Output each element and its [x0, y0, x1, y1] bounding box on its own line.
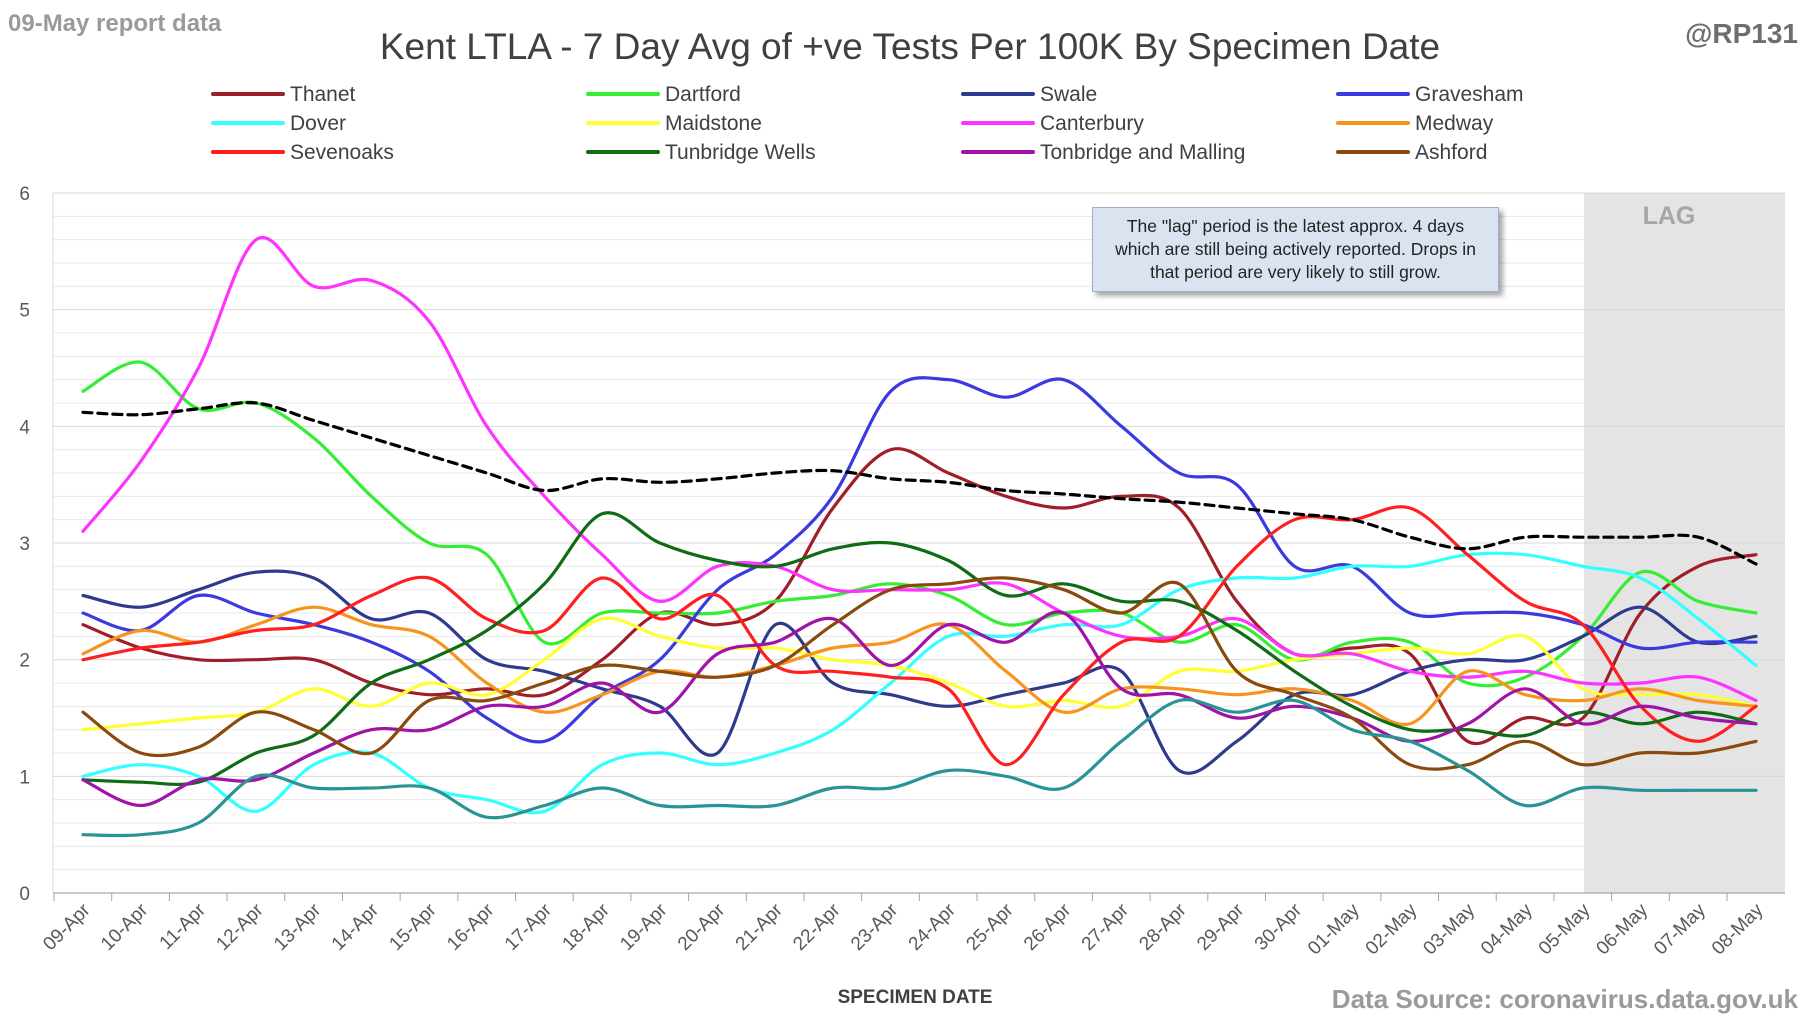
x-tick-label: 29-Apr [1193, 899, 1249, 955]
y-tick-label: 0 [19, 884, 30, 905]
x-tick-label: 18-Apr [559, 899, 615, 955]
x-tick-label: 22-Apr [789, 899, 845, 955]
series-line-unlabeled-12 [81, 698, 1758, 838]
chart-title: Kent LTLA - 7 Day Avg of +ve Tests Per 1… [379, 26, 1441, 67]
series-line-dover [81, 551, 1758, 815]
y-tick-label: 1 [19, 767, 30, 788]
x-tick-label: 06-May [1593, 899, 1653, 959]
x-tick-label: 27-Apr [1078, 899, 1134, 955]
x-tick-label: 20-Apr [674, 899, 730, 955]
legend: Thanet Dartford Swale Gravesham Dover Maidsto… [211, 83, 1524, 164]
x-tick-label: 02-May [1362, 899, 1422, 959]
y-tick-label: 3 [19, 534, 30, 555]
data-source: Data Source: coronavirus.data.gov.uk [1331, 984, 1798, 1014]
x-tick-label: 03-May [1419, 899, 1479, 959]
lag-label: LAG [1643, 202, 1696, 230]
legend-label-tunbridge-wells: Tunbridge Wells [665, 141, 816, 164]
x-axis-title: SPECIMEN DATE [838, 987, 993, 1008]
series-lines [81, 235, 1758, 838]
x-tick-label: 04-May [1477, 899, 1537, 959]
x-tick-label: 07-May [1650, 899, 1710, 959]
x-tick-label: 09-Apr [39, 899, 95, 955]
x-tick-label: 14-Apr [328, 899, 384, 955]
y-tick-label: 5 [19, 301, 30, 322]
x-tick-label: 30-Apr [1251, 899, 1307, 955]
legend-label-ashford: Ashford [1415, 141, 1487, 164]
x-tick-label: 05-May [1535, 899, 1595, 959]
x-tick-label: 08-May [1708, 899, 1768, 959]
legend-label-thanet: Thanet [290, 83, 356, 106]
series-line-canterbury [81, 235, 1758, 703]
series-line-maidstone [81, 616, 1758, 732]
x-tick-label: 28-Apr [1135, 899, 1191, 955]
legend-label-maidstone: Maidstone [665, 112, 762, 135]
report-date: 09-May report data [8, 10, 222, 37]
x-tick-label: 10-Apr [97, 899, 153, 955]
lag-note: The "lag" period is the latest approx. 4… [1092, 207, 1499, 292]
y-tick-label: 2 [19, 651, 30, 672]
series-line-dashed-average [81, 401, 1758, 566]
series-line-tonbridge-and-malling [81, 610, 1758, 808]
x-tick-label: 26-Apr [1020, 899, 1076, 955]
x-tick-label: 11-Apr [156, 899, 211, 954]
x-tick-label: 24-Apr [905, 899, 961, 955]
series-line-medway [81, 605, 1758, 727]
x-tick-label: 21-Apr [732, 899, 788, 955]
legend-label-dover: Dover [290, 112, 346, 135]
legend-label-sevenoaks: Sevenoaks [290, 141, 394, 164]
x-tick-label: 25-Apr [962, 899, 1018, 955]
y-tick-label: 4 [19, 417, 30, 438]
x-tick-label: 16-Apr [443, 899, 499, 955]
series-line-tunbridge-wells [81, 511, 1758, 787]
legend-label-medway: Medway [1415, 112, 1494, 135]
x-tick-label: 23-Apr [847, 899, 903, 955]
x-tick-label: 17-Apr [501, 899, 557, 955]
series-line-thanet [81, 447, 1758, 746]
legend-label-swale: Swale [1040, 83, 1097, 106]
x-tick-label: 19-Apr [616, 899, 672, 955]
legend-label-gravesham: Gravesham [1415, 83, 1524, 106]
x-tick-label: 01-May [1304, 899, 1364, 959]
y-tick-label: 6 [19, 184, 30, 205]
x-tick-label: 12-Apr [212, 899, 268, 955]
x-tick-label: 15-Apr [385, 899, 441, 955]
author-handle: @RP131 [1685, 18, 1798, 49]
series-line-ashford [81, 576, 1758, 771]
series-line-swale [81, 569, 1758, 775]
series-line-gravesham [81, 376, 1758, 744]
x-tick-label: 13-Apr [270, 899, 326, 955]
legend-label-canterbury: Canterbury [1040, 112, 1144, 135]
legend-label-tonbridge-and-malling: Tonbridge and Malling [1040, 141, 1245, 164]
legend-label-dartford: Dartford [665, 83, 741, 106]
series-line-sevenoaks [81, 505, 1758, 767]
